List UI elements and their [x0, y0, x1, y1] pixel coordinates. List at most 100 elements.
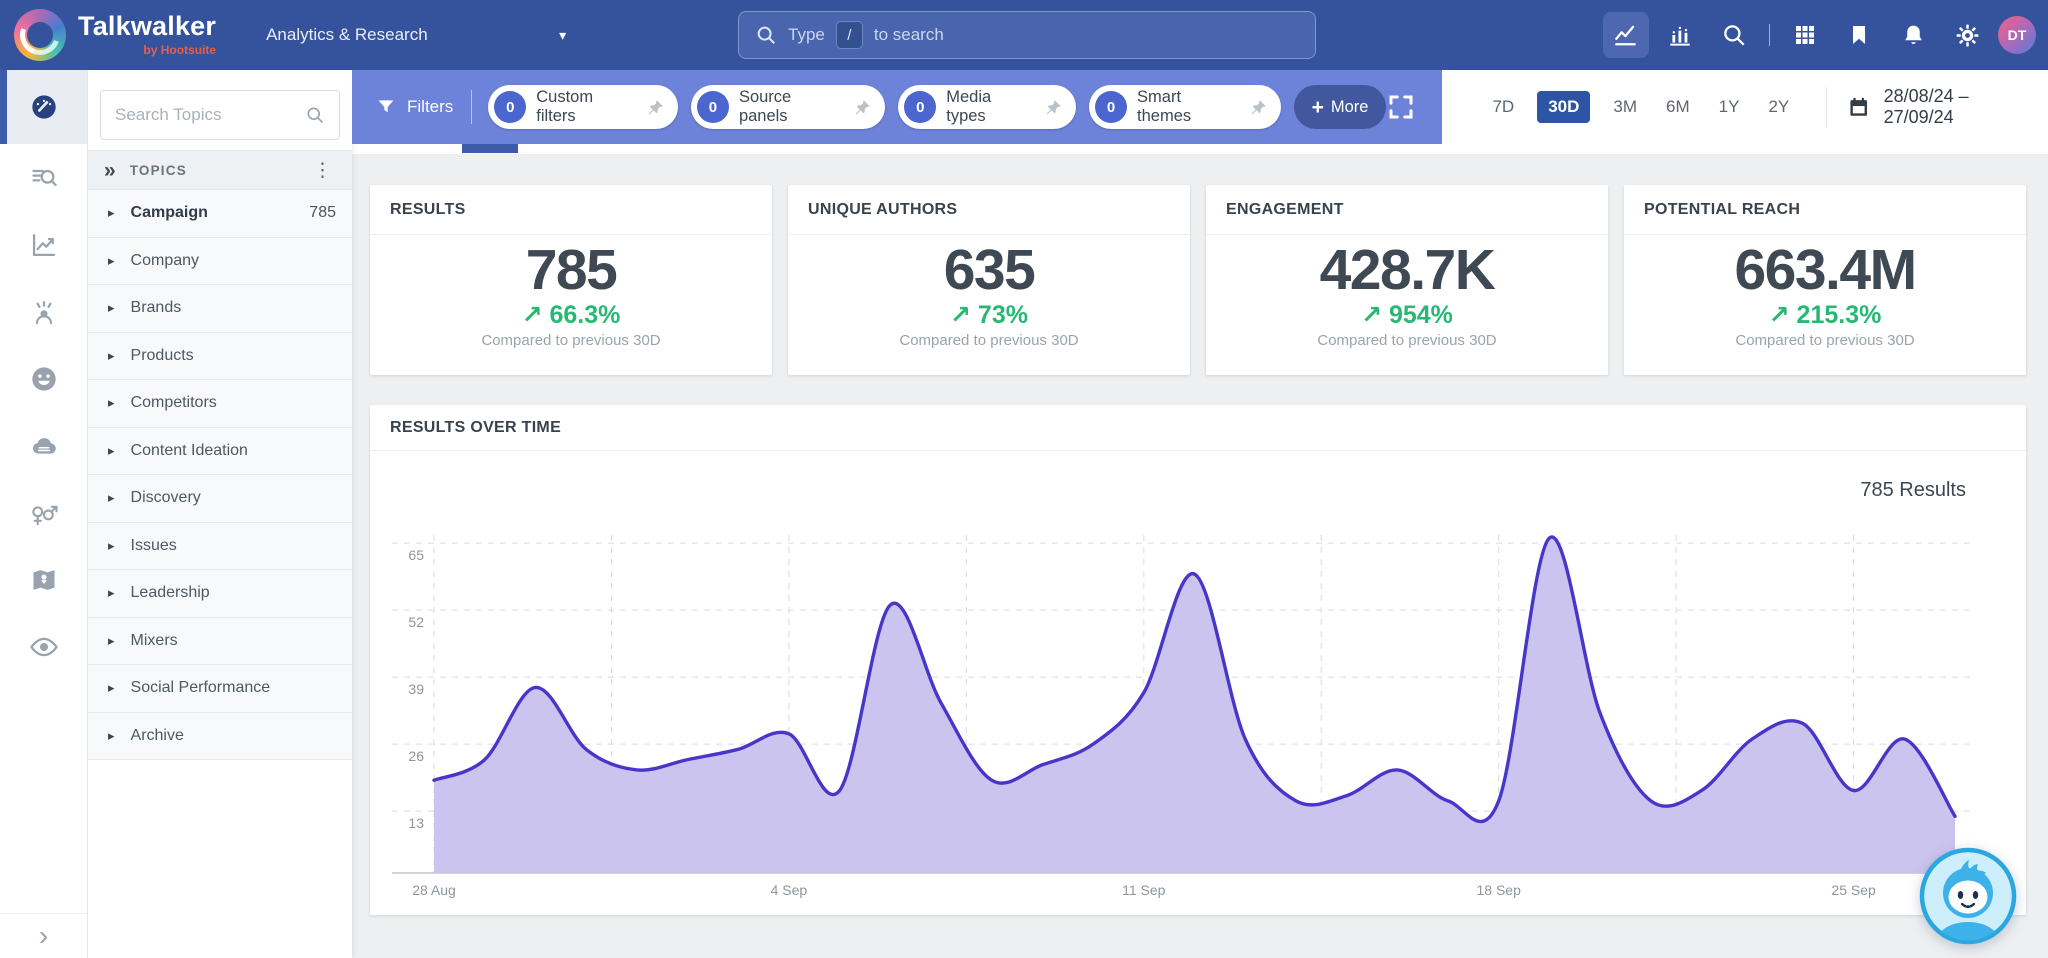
funnel-icon — [378, 100, 394, 113]
sidebar-item-dashboard[interactable] — [0, 70, 87, 144]
sidebar-item-word-cloud[interactable] — [0, 412, 87, 479]
sidebar-item-sentiment[interactable] — [0, 345, 87, 412]
magnifier-icon — [1724, 25, 1745, 46]
chevron-down-icon: ▾ — [559, 26, 567, 43]
filter-pill[interactable]: 0 Media types — [898, 85, 1077, 129]
global-search-input[interactable]: Type / to search — [738, 11, 1316, 59]
active-tab-indicator — [462, 144, 518, 153]
settings-button[interactable] — [1944, 12, 1990, 58]
expand-caret-icon[interactable]: ▸ — [108, 252, 115, 268]
map-icon — [33, 569, 54, 590]
kpi-delta-value: 954% — [1388, 300, 1453, 329]
sidebar-item-influencers[interactable] — [0, 278, 87, 345]
topic-row[interactable]: ▸ Content Ideation — [88, 427, 352, 475]
filters-button[interactable]: Filters — [376, 97, 453, 117]
topic-row[interactable]: ▸ Company — [88, 237, 352, 285]
topic-label: Mixers — [130, 631, 178, 649]
bookmarks-button[interactable] — [1836, 12, 1882, 58]
expand-caret-icon[interactable]: ▸ — [108, 585, 115, 601]
analytics-line-chart-button[interactable] — [1603, 12, 1649, 58]
topic-row[interactable]: ▸ Archive — [88, 712, 352, 760]
range-button-1y[interactable]: 1Y — [1718, 97, 1740, 116]
notifications-button[interactable] — [1890, 12, 1936, 58]
collapse-panel-icon[interactable]: » — [104, 158, 116, 182]
kpi-delta-value: 215.3% — [1796, 300, 1882, 329]
pin-icon[interactable] — [647, 99, 664, 116]
line-chart-icon — [1615, 25, 1636, 46]
range-button-30d[interactable]: 30D — [1537, 91, 1591, 123]
filter-pill[interactable]: 0 Smart themes — [1089, 85, 1281, 129]
topic-count: 785 — [309, 204, 336, 222]
filter-pill-count: 0 — [696, 91, 729, 123]
topic-row[interactable]: ▸ Discovery — [88, 475, 352, 523]
pin-icon[interactable] — [854, 99, 871, 116]
filterbar-divider — [471, 90, 473, 124]
talkwalker-logo[interactable]: Talkwalker by Hootsuite — [14, 9, 216, 61]
kpi-value: 428.7K — [1319, 238, 1496, 302]
reports-bar-chart-button[interactable] — [1657, 12, 1703, 58]
topic-label: Competitors — [130, 394, 217, 412]
range-button-2y[interactable]: 2Y — [1768, 97, 1790, 116]
topic-row[interactable]: ▸ Brands — [88, 285, 352, 333]
chat-assistant-mascot[interactable] — [1918, 846, 2018, 946]
expand-caret-icon[interactable]: ▸ — [108, 347, 115, 363]
expand-caret-icon[interactable]: ▸ — [108, 632, 115, 648]
expand-caret-icon[interactable]: ▸ — [108, 490, 115, 506]
filter-pill[interactable]: 0 Source panels — [690, 85, 886, 129]
fullscreen-button[interactable] — [1386, 92, 1416, 122]
eye-icon — [29, 637, 58, 656]
topic-label: Content Ideation — [130, 441, 248, 459]
sidebar-item-demographics[interactable] — [0, 479, 87, 546]
pin-icon[interactable] — [1045, 99, 1062, 116]
expand-caret-icon[interactable]: ▸ — [108, 727, 115, 743]
sidebar-item-trends[interactable] — [0, 211, 87, 278]
sidebar-expand-button[interactable]: › — [0, 913, 87, 958]
topics-search-input[interactable]: Search Topics — [100, 90, 340, 140]
search-placeholder-suffix: to search — [873, 25, 944, 44]
date-range-picker[interactable]: 28/08/24 – 27/09/24 — [1847, 86, 2028, 128]
mascot-icon — [1919, 847, 2017, 945]
arrow-up-right-icon: ↗ — [1768, 300, 1790, 329]
kpi-card: UNIQUE AUTHORS 635 ↗ 73% Compared to pre… — [788, 185, 1190, 375]
more-filters-button[interactable]: + More — [1293, 85, 1387, 129]
kpi-value: 635 — [943, 238, 1036, 302]
topic-label: Discovery — [130, 489, 201, 507]
topic-row[interactable]: ▸ Mixers — [88, 617, 352, 665]
topic-row[interactable]: ▸ Issues — [88, 522, 352, 570]
plus-icon: + — [1311, 95, 1324, 119]
search-icon — [307, 107, 324, 124]
expand-caret-icon[interactable]: ▸ — [108, 205, 115, 221]
range-button-7d[interactable]: 7D — [1492, 97, 1515, 116]
sidebar-item-visibility[interactable] — [0, 613, 87, 680]
sidebar-item-world-map[interactable] — [0, 546, 87, 613]
toolbar-divider — [1769, 24, 1770, 46]
topic-row[interactable]: ▸ Leadership — [88, 570, 352, 618]
expand-caret-icon[interactable]: ▸ — [108, 680, 115, 696]
quick-search-button[interactable] — [1711, 12, 1757, 58]
user-avatar[interactable]: DT — [1998, 16, 2036, 54]
kpi-caption: Compared to previous 30D — [899, 332, 1079, 350]
pin-icon[interactable] — [1250, 99, 1267, 116]
expand-caret-icon[interactable]: ▸ — [108, 537, 115, 553]
expand-caret-icon[interactable]: ▸ — [108, 442, 115, 458]
calendar-icon — [1850, 97, 1868, 116]
expand-caret-icon[interactable]: ▸ — [108, 395, 115, 411]
kpi-card-row: RESULTS 785 ↗ 66.3% Compared to previous… — [370, 185, 2026, 375]
range-button-3m[interactable]: 3M — [1613, 97, 1638, 116]
kpi-value: 663.4M — [1734, 238, 1917, 302]
topic-row[interactable]: ▸ Competitors — [88, 380, 352, 428]
topics-menu-icon[interactable]: ⋮ — [313, 159, 332, 181]
topic-row[interactable]: ▸ Campaign 785 — [88, 190, 352, 238]
area-chart: 13 26 39 52 65 28 Aug 4 Sep 11 Sep 18 Sep 25 Sep — [392, 535, 1976, 898]
sidebar-item-topic-search[interactable] — [0, 144, 87, 211]
chevron-right-icon: › — [38, 920, 49, 951]
workspace-selector[interactable]: Analytics & Research ▾ — [266, 25, 566, 45]
panel-title: RESULTS OVER TIME — [370, 405, 2026, 451]
apps-grid-button[interactable] — [1782, 12, 1828, 58]
filter-pill[interactable]: 0 Custom filters — [488, 85, 678, 129]
topic-row[interactable]: ▸ Products — [88, 332, 352, 380]
kpi-title: POTENTIAL REACH — [1624, 185, 2026, 235]
topic-row[interactable]: ▸ Social Performance — [88, 665, 352, 713]
range-button-6m[interactable]: 6M — [1666, 97, 1690, 116]
expand-caret-icon[interactable]: ▸ — [108, 300, 115, 316]
